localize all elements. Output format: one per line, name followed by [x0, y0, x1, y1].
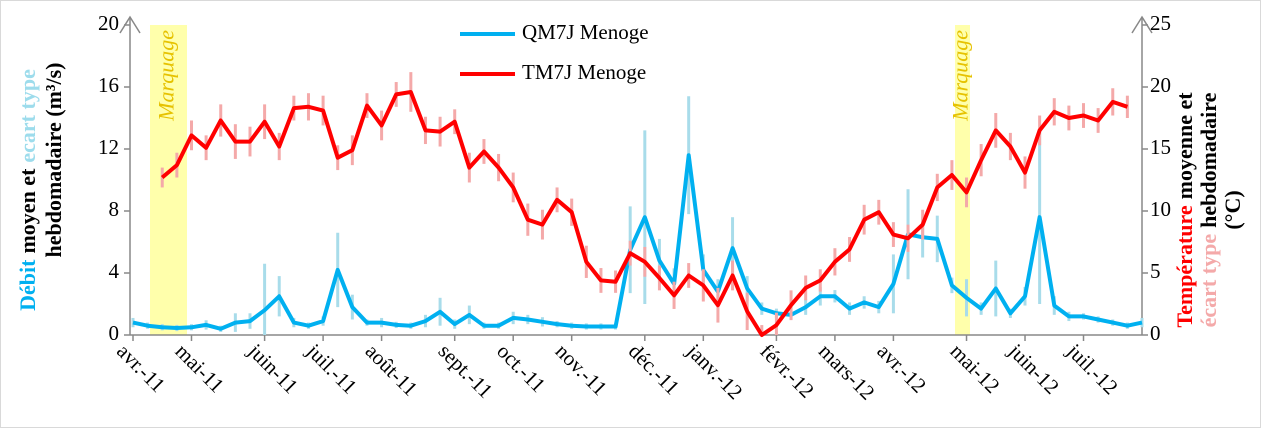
y-axis-arrow: [119, 15, 141, 34]
y-axis-title-part: Débit: [15, 259, 40, 311]
y2-axis-title-part: hebdomadaire: [1196, 92, 1221, 228]
y2-axis-title: écart type hebdomadaire: [1196, 92, 1221, 327]
y2-tick-label: 20: [1150, 73, 1171, 97]
y2-tick-label: 5: [1150, 259, 1161, 283]
y2-axis-title-part: Température: [1172, 205, 1197, 327]
series-line: [160, 90, 1129, 337]
marking-band: [150, 25, 187, 335]
y2-axis-title-part: moyenne et: [1172, 92, 1197, 200]
legend-label: QM7J Menoge: [522, 20, 649, 44]
y2-axis-title: Température moyenne et: [1172, 92, 1197, 328]
y-axis-title: Débit moyen et ecart type: [15, 69, 40, 311]
y-tick-label: 0: [109, 321, 120, 345]
y-tick-label: 12: [98, 135, 119, 159]
y2-axis-title-part: écart type: [1196, 234, 1221, 328]
legend-label: TM7J Menoge: [522, 60, 646, 84]
y2-tick-label: 25: [1150, 11, 1171, 35]
y2-tick-label: 0: [1150, 321, 1161, 345]
y-tick-label: 8: [109, 197, 120, 221]
annotation: Marquage: [948, 30, 973, 122]
y2-tick-label: 10: [1150, 197, 1171, 221]
y2-tick-label: 15: [1150, 135, 1171, 159]
y-axis-title: hebdomadaire (m³/s): [41, 62, 66, 257]
y2-axis-title: (°C): [1220, 190, 1245, 229]
y-tick-label: 4: [109, 259, 120, 283]
y2-axis-arrow: [1131, 15, 1153, 34]
y-tick-label: 16: [98, 73, 119, 97]
series-line: [132, 153, 1143, 331]
y-axis-title-part: ecart type: [15, 69, 40, 163]
marking-band: [955, 25, 970, 335]
y-tick-label: 20: [98, 11, 119, 35]
annotation: Marquage: [154, 30, 179, 122]
y-axis-title-part: moyen et: [15, 168, 40, 254]
